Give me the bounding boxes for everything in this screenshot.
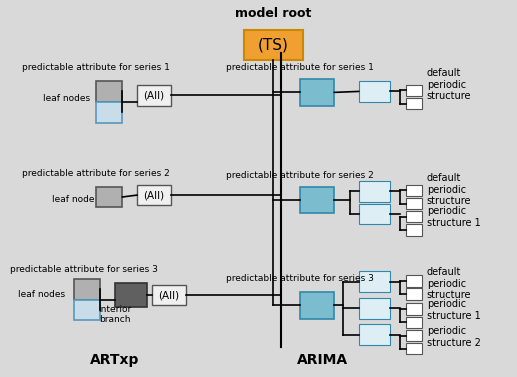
FancyBboxPatch shape — [300, 79, 334, 106]
FancyBboxPatch shape — [300, 292, 334, 319]
Text: (All): (All) — [144, 90, 164, 100]
FancyBboxPatch shape — [96, 81, 123, 102]
FancyBboxPatch shape — [359, 181, 390, 202]
Text: predictable attribute for series 2: predictable attribute for series 2 — [226, 171, 374, 180]
FancyBboxPatch shape — [96, 102, 123, 123]
FancyBboxPatch shape — [406, 211, 421, 222]
FancyBboxPatch shape — [359, 324, 390, 345]
Text: leaf nodes: leaf nodes — [43, 93, 90, 103]
FancyBboxPatch shape — [406, 198, 421, 209]
FancyBboxPatch shape — [406, 288, 421, 300]
Text: ARIMA: ARIMA — [297, 353, 348, 367]
FancyBboxPatch shape — [406, 343, 421, 354]
Text: default
periodic
structure: default periodic structure — [427, 68, 472, 101]
Text: ARTxp: ARTxp — [90, 353, 140, 367]
FancyBboxPatch shape — [359, 271, 390, 292]
FancyBboxPatch shape — [74, 279, 100, 300]
Text: predictable attribute for series 1: predictable attribute for series 1 — [226, 63, 374, 72]
Text: (All): (All) — [158, 290, 179, 300]
Text: (All): (All) — [144, 190, 164, 200]
FancyBboxPatch shape — [406, 303, 421, 315]
FancyBboxPatch shape — [406, 317, 421, 328]
FancyBboxPatch shape — [406, 224, 421, 236]
FancyBboxPatch shape — [359, 81, 390, 102]
FancyBboxPatch shape — [359, 204, 390, 224]
Text: predictable attribute for series 3: predictable attribute for series 3 — [9, 265, 157, 274]
Text: default
periodic
structure: default periodic structure — [427, 267, 472, 300]
FancyBboxPatch shape — [406, 330, 421, 341]
Text: default
periodic
structure: default periodic structure — [427, 173, 472, 206]
FancyBboxPatch shape — [406, 275, 421, 287]
FancyBboxPatch shape — [300, 187, 334, 213]
FancyBboxPatch shape — [115, 283, 147, 307]
FancyBboxPatch shape — [406, 185, 421, 196]
FancyBboxPatch shape — [137, 185, 171, 205]
FancyBboxPatch shape — [96, 187, 123, 207]
Text: leaf nodes: leaf nodes — [19, 290, 66, 299]
FancyBboxPatch shape — [151, 285, 186, 305]
Text: predictable attribute for series 3: predictable attribute for series 3 — [226, 274, 374, 284]
FancyBboxPatch shape — [137, 85, 171, 106]
FancyBboxPatch shape — [74, 300, 100, 320]
Text: periodic
structure 2: periodic structure 2 — [427, 326, 481, 348]
Text: leaf node: leaf node — [52, 195, 95, 204]
Text: model root: model root — [235, 7, 312, 20]
Text: predictable attribute for series 2: predictable attribute for series 2 — [22, 169, 170, 178]
FancyBboxPatch shape — [406, 98, 421, 109]
Text: periodic
structure 1: periodic structure 1 — [427, 299, 481, 321]
Text: periodic
structure 1: periodic structure 1 — [427, 206, 481, 228]
FancyBboxPatch shape — [406, 85, 421, 96]
FancyBboxPatch shape — [359, 298, 390, 319]
Text: predictable attribute for series 1: predictable attribute for series 1 — [22, 63, 170, 72]
Text: interior
branch: interior branch — [98, 305, 132, 325]
Text: (TS): (TS) — [258, 38, 289, 53]
FancyBboxPatch shape — [244, 30, 302, 60]
